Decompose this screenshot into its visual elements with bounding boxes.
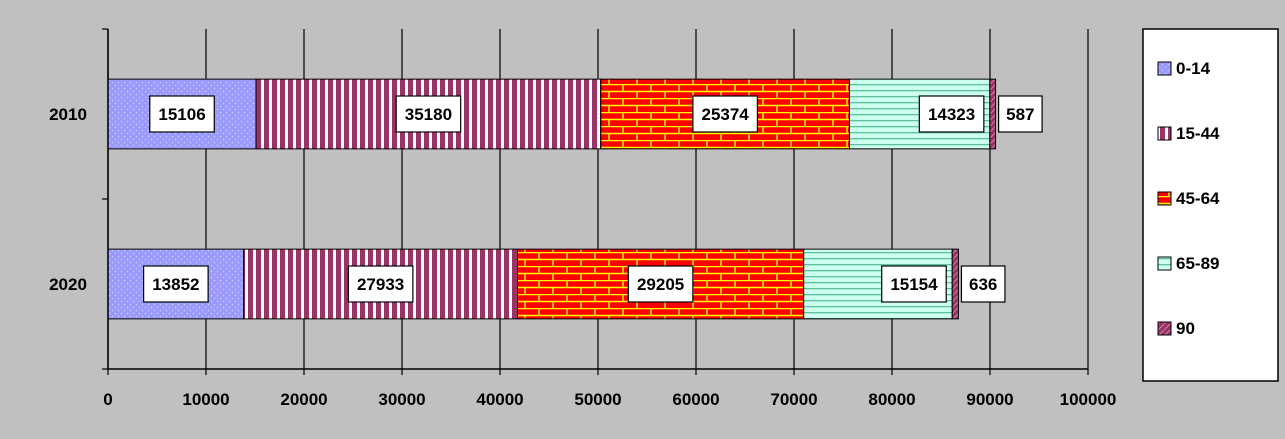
data-labels: 15106 35180 25374 14323 587 13852 27933 29205 15… [143, 95, 1043, 303]
x-tick-label: 20000 [280, 390, 327, 409]
x-tick-label: 0 [103, 390, 112, 409]
data-label-box [347, 265, 414, 303]
data-label-box [997, 95, 1043, 133]
legend-swatch [1157, 321, 1172, 336]
legend-swatch [1157, 61, 1172, 76]
x-tick-label: 10000 [182, 390, 229, 409]
data-label: 25374 [701, 105, 749, 124]
data-label: 29205 [637, 275, 684, 294]
data-label-box [960, 265, 1006, 303]
legend-label: 0-14 [1176, 59, 1211, 78]
data-label: 15106 [158, 105, 205, 124]
x-tick-label: 60000 [672, 390, 719, 409]
x-tick-label: 30000 [378, 390, 425, 409]
x-tick-label: 50000 [574, 390, 621, 409]
legend-label: 15-44 [1176, 124, 1220, 143]
data-label: 14323 [928, 105, 975, 124]
bar-segment [951, 248, 959, 320]
axes [102, 28, 1089, 375]
data-label: 35180 [405, 105, 452, 124]
legend: 0-14 15-44 45-64 65-89 90 [1142, 28, 1279, 382]
data-label-box [918, 95, 985, 133]
category-label: 2020 [49, 275, 87, 294]
legend-label: 90 [1176, 319, 1195, 338]
data-label-box [143, 265, 209, 303]
data-label: 636 [969, 275, 997, 294]
data-label-box [881, 265, 947, 303]
data-label-box [395, 95, 462, 133]
bar-segment [989, 78, 997, 150]
data-label: 15154 [890, 275, 938, 294]
x-tick-label: 90000 [966, 390, 1013, 409]
x-tick-label: 80000 [868, 390, 915, 409]
data-label-box [627, 265, 694, 303]
x-tick-label: 40000 [476, 390, 523, 409]
category-labels: 2010 2020 [49, 105, 87, 294]
data-label-box [692, 95, 758, 133]
x-tick-labels: 0 10000 20000 30000 40000 50000 60000 70000 8000… [103, 390, 1116, 409]
legend-label: 65-89 [1176, 254, 1219, 273]
legend-swatch [1157, 126, 1172, 141]
data-label: 587 [1006, 105, 1034, 124]
legend-swatch [1157, 256, 1172, 271]
category-label: 2010 [49, 105, 87, 124]
data-label: 27933 [357, 275, 404, 294]
data-label: 13852 [152, 275, 199, 294]
x-tick-label: 100000 [1060, 390, 1117, 409]
legend-label: 45-64 [1176, 189, 1220, 208]
x-tick-label: 70000 [770, 390, 817, 409]
legend-swatch [1157, 191, 1172, 206]
data-label-box [149, 95, 215, 133]
